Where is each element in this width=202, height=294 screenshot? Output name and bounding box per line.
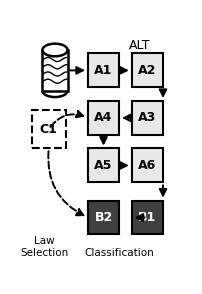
Text: B2: B2 — [94, 211, 113, 224]
FancyBboxPatch shape — [42, 50, 67, 91]
Text: Classification: Classification — [84, 248, 154, 258]
FancyBboxPatch shape — [132, 54, 163, 87]
Ellipse shape — [42, 44, 67, 56]
Text: A3: A3 — [138, 111, 157, 124]
Text: ALT: ALT — [129, 39, 150, 52]
Text: A5: A5 — [94, 159, 113, 172]
FancyBboxPatch shape — [88, 101, 119, 135]
FancyBboxPatch shape — [88, 54, 119, 87]
Text: C1: C1 — [40, 123, 58, 136]
Text: A2: A2 — [138, 64, 157, 77]
Text: A6: A6 — [138, 159, 157, 172]
FancyBboxPatch shape — [88, 201, 119, 235]
Text: A1: A1 — [94, 64, 113, 77]
FancyBboxPatch shape — [88, 148, 119, 182]
FancyBboxPatch shape — [132, 101, 163, 135]
Text: A4: A4 — [94, 111, 113, 124]
Text: B1: B1 — [138, 211, 157, 224]
Text: Law
Selection: Law Selection — [20, 236, 68, 258]
FancyBboxPatch shape — [132, 148, 163, 182]
FancyBboxPatch shape — [32, 110, 66, 148]
FancyBboxPatch shape — [132, 201, 163, 235]
